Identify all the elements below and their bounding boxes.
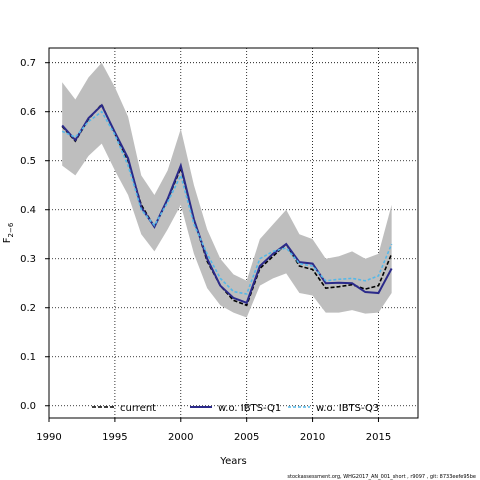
y-tick-label: 0.3	[20, 254, 36, 265]
x-tick-label: 1990	[36, 432, 61, 443]
x-tick-label: 2000	[168, 432, 193, 443]
y-tick-label: 0.4	[20, 205, 36, 216]
y-tick-label: 0.6	[20, 107, 36, 118]
x-axis-ticks: 1990 1995 2000 2005 2010 2015	[36, 418, 391, 443]
y-tick-label: 0.5	[20, 156, 36, 167]
y-tick-label: 0.0	[20, 401, 36, 412]
legend-label-1: w.o. IBTS-Q1	[218, 403, 281, 414]
y-axis-ticks: 0.0 0.1 0.2 0.3 0.4 0.5 0.6 0.7	[20, 58, 49, 412]
plot-frame	[48, 47, 419, 419]
x-tick-label: 2015	[366, 432, 391, 443]
series-line-1	[61, 103, 393, 305]
legend: current w.o. IBTS-Q1 w.o. IBTS-Q3	[92, 403, 379, 414]
x-tick-label: 2005	[234, 432, 259, 443]
y-tick-label: 0.1	[20, 352, 36, 363]
legend-label-0: current	[120, 403, 156, 414]
confidence-band	[62, 62, 392, 318]
x-tick-label: 1995	[102, 432, 127, 443]
y-axis-label-subscript: 2−6	[7, 222, 15, 237]
series-lines	[61, 102, 393, 307]
y-tick-label: 0.2	[20, 303, 36, 314]
legend-label-2: w.o. IBTS-Q3	[316, 403, 379, 414]
y-axis-label: F2−6	[2, 222, 15, 243]
x-tick-label: 2010	[300, 432, 325, 443]
x-axis-label: Years	[219, 456, 246, 467]
y-axis-label-main: F	[2, 237, 13, 243]
footer-source-text: stockassessment.org, WHG2017_AN_001_shor…	[287, 474, 476, 480]
y-tick-label: 0.7	[20, 58, 36, 69]
